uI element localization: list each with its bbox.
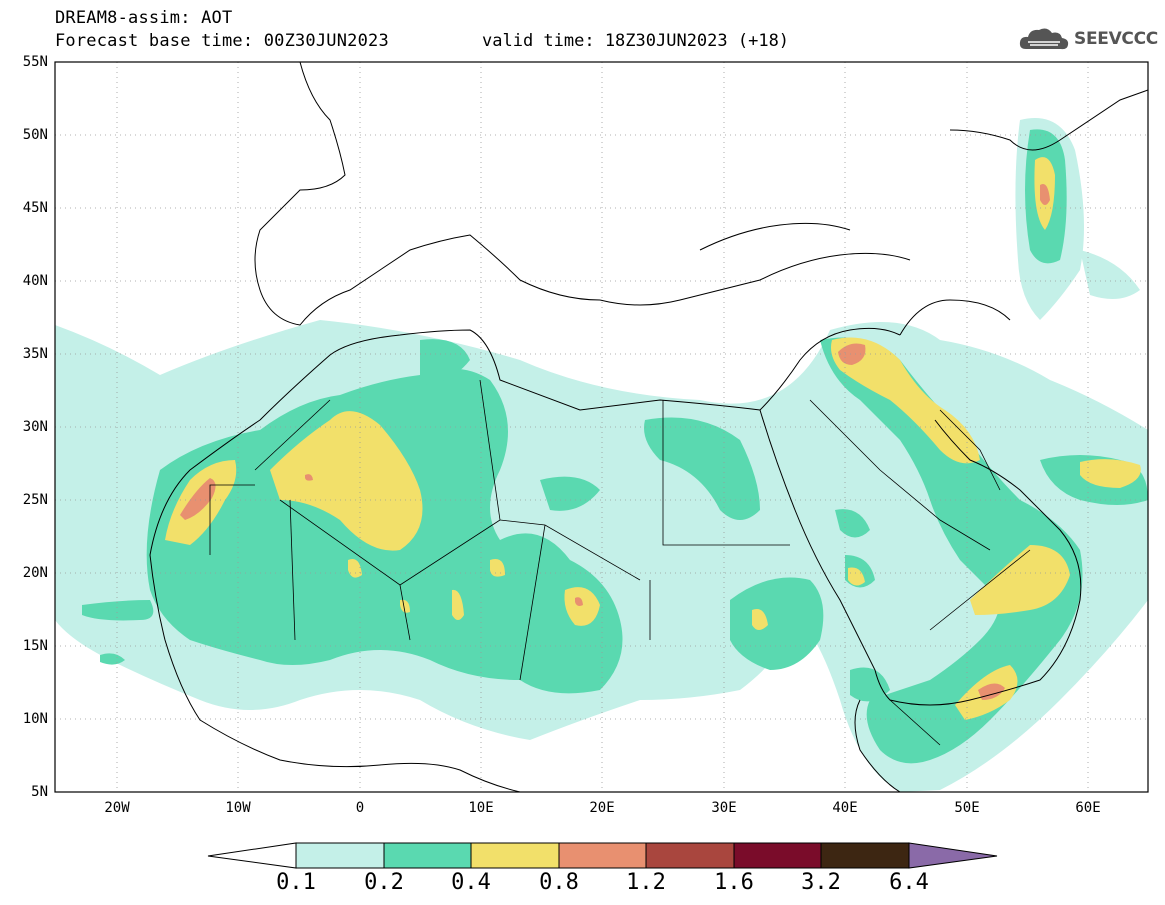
seevccc-logo: SEEVCCC (1018, 24, 1158, 54)
colorbar-under-arrow (207, 842, 297, 869)
colorbar-over-arrow (908, 842, 998, 869)
lat-label-20n: 20N (22, 565, 48, 581)
lat-label-10n: 10N (22, 711, 48, 727)
colorbar-label-1.2: 1.2 (626, 870, 666, 895)
colorbar-label-0.8: 0.8 (539, 870, 579, 895)
colorbar-label-0.2: 0.2 (364, 870, 404, 895)
map-frame (54, 61, 1149, 793)
graticule (55, 62, 1148, 792)
lat-label-50n: 50N (22, 127, 48, 143)
lat-label-5n: 5N (31, 784, 48, 800)
lon-label-20w: 20W (104, 800, 130, 816)
lat-label-25n: 25N (22, 492, 48, 508)
aot-fields (55, 118, 1148, 792)
lon-label-10w: 10W (225, 800, 251, 816)
lon-label-60e: 60E (1075, 800, 1101, 816)
country-borders (209, 379, 1031, 746)
lat-label-45n: 45N (22, 200, 48, 216)
lat-label-15n: 15N (22, 638, 48, 654)
lat-label-30n: 30N (22, 419, 48, 435)
colorbar-swatch-0.4 (470, 842, 560, 869)
colorbar-swatch-0.1 (295, 842, 385, 869)
colorbar-swatch-0.2 (383, 842, 472, 869)
cloud-icon (1019, 28, 1069, 50)
lon-label-40e: 40E (832, 800, 858, 816)
colorbar-label-1.6: 1.6 (714, 870, 754, 895)
forecast-base-time: Forecast base time: 00Z30JUN2023 (55, 31, 389, 51)
colorbar (207, 842, 998, 869)
lat-label-40n: 40N (22, 273, 48, 289)
lat-label-35n: 35N (22, 346, 48, 362)
valid-time: valid time: 18Z30JUN2023 (+18) (482, 31, 790, 51)
logo-text: SEEVCCC (1074, 29, 1158, 49)
colorbar-label-6.4: 6.4 (889, 870, 929, 895)
colorbar-label-3.2: 3.2 (801, 870, 841, 895)
lon-label-50e: 50E (954, 800, 980, 816)
colorbar-label-0.1: 0.1 (276, 870, 316, 895)
colorbar-swatch-0.8 (558, 842, 647, 869)
lat-label-55n: 55N (22, 54, 48, 70)
lon-label-20e: 20E (589, 800, 615, 816)
lon-label-30e: 30E (711, 800, 737, 816)
lon-label-0: 0 (355, 800, 365, 816)
colorbar-label-0.4: 0.4 (451, 870, 491, 895)
colorbar-swatch-1.2 (645, 842, 735, 869)
colorbar-swatch-1.6 (733, 842, 822, 869)
lon-label-10e: 10E (468, 800, 494, 816)
coastlines (149, 62, 1148, 792)
colorbar-swatch-3.2 (820, 842, 910, 869)
map-title: DREAM8-assim: AOT (55, 8, 233, 28)
